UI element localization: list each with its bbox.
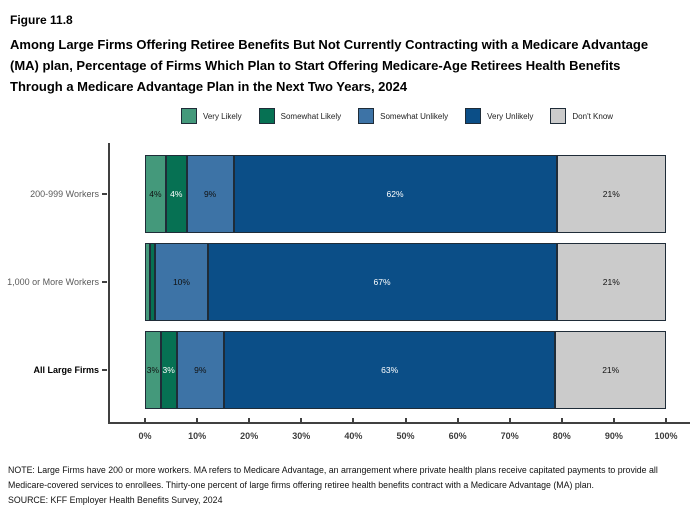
bar-segment-don-t-know: 21% xyxy=(556,243,666,321)
legend-swatch-somewhat-unlikely-icon xyxy=(358,108,375,124)
x-axis-tick-label: 30% xyxy=(292,431,311,441)
x-axis-tick-label: 60% xyxy=(448,431,467,441)
x-axis-tick xyxy=(456,418,459,423)
data-label: 62% xyxy=(386,189,404,199)
legend-item-somewhat-unlikely: Somewhat Unlikely xyxy=(358,108,448,124)
data-label: 10% xyxy=(172,277,190,287)
x-axis-tick xyxy=(665,418,667,423)
bar-segment-somewhat-likely xyxy=(150,243,156,321)
note-text: NOTE: Large Firms have 200 or more worke… xyxy=(8,465,658,490)
x-axis-tick-label: 80% xyxy=(552,431,571,441)
legend-label: Somewhat Likely xyxy=(280,111,342,121)
legend-swatch-very-unlikely-icon xyxy=(465,108,482,124)
x-axis-tick xyxy=(612,418,615,423)
bar-row-all-large-firms: 3% 3% 9% 63% 21% xyxy=(145,331,666,409)
bar-segment-don-t-know: 21% xyxy=(556,155,666,233)
legend-label: Don't Know xyxy=(572,111,614,121)
data-label: 4% xyxy=(170,189,183,199)
chart: 200-999 Workers 4% 4% 9% 62% 21% 1,000 or More… xyxy=(0,143,698,453)
bar-segment-very-unlikely: 63% xyxy=(223,331,556,409)
legend-swatch-somewhat-likely-icon xyxy=(258,108,275,124)
x-axis-tick xyxy=(196,418,199,423)
data-label: 3% xyxy=(146,365,160,375)
bar-row-200-999-workers: 4% 4% 9% 62% 21% xyxy=(145,155,666,233)
data-label: 9% xyxy=(194,365,207,375)
data-label: 67% xyxy=(373,277,391,287)
figure-number: Figure 11.8 xyxy=(10,13,73,27)
bar-segment-very-unlikely: 62% xyxy=(233,155,557,233)
x-axis-tick xyxy=(300,418,303,423)
notes: NOTE: Large Firms have 200 or more worke… xyxy=(8,463,694,508)
bar-segment-somewhat-unlikely: 10% xyxy=(155,243,208,321)
legend-label: Very Likely xyxy=(202,111,242,121)
bar-row-1-000-or-more-workers: 10% 67% 21% xyxy=(145,243,666,321)
x-axis-tick xyxy=(248,418,251,423)
x-axis-tick-label: 10% xyxy=(188,431,207,441)
category-label-1-000-or-more-workers: 1,000 or More Workers xyxy=(7,277,99,287)
data-label: 21% xyxy=(602,277,620,287)
data-label: 9% xyxy=(203,189,217,199)
bar-segment-don-t-know: 21% xyxy=(555,331,666,409)
legend: Very Likely Somewhat Likely Somewhat Unlik… xyxy=(0,106,698,126)
x-axis-tick xyxy=(404,418,407,423)
data-label: 21% xyxy=(602,365,620,375)
x-axis-tick-label: 70% xyxy=(500,431,519,441)
bar-segment-very-likely: 4% xyxy=(145,155,166,233)
x-axis-tick xyxy=(560,418,563,423)
source-text: SOURCE: KFF Employer Health Benefits Sur… xyxy=(8,495,223,505)
bar-segment-very-unlikely: 67% xyxy=(207,243,557,321)
x-axis-tick xyxy=(352,418,355,423)
data-label: 63% xyxy=(381,365,399,375)
data-label: 21% xyxy=(602,189,620,199)
x-axis-tick-label: 40% xyxy=(344,431,363,441)
x-axis-tick xyxy=(508,418,511,423)
data-label: 4% xyxy=(149,189,162,199)
bar-segment-somewhat-unlikely: 9% xyxy=(176,331,224,409)
legend-item-don-t-know: Don't Know xyxy=(550,108,613,124)
bar-segment-very-likely: 3% xyxy=(145,331,161,409)
x-axis-tick xyxy=(144,418,146,423)
data-label: 3% xyxy=(162,365,175,375)
bar-segment-somewhat-likely: 3% xyxy=(160,331,177,409)
legend-item-very-likely: Very Likely xyxy=(180,108,242,124)
legend-label: Very Unlikely xyxy=(487,111,534,121)
legend-label: Somewhat Unlikely xyxy=(380,111,449,121)
plot-panel xyxy=(108,143,690,424)
y-axis-tick xyxy=(102,193,107,195)
category-label-200-999-workers: 200-999 Workers xyxy=(30,189,99,199)
x-axis-tick-label: 90% xyxy=(604,431,623,441)
legend-item-very-unlikely: Very Unlikely xyxy=(465,108,533,124)
category-label-all-large-firms: All Large Firms xyxy=(33,365,99,375)
y-axis-tick xyxy=(102,369,107,371)
x-axis-tick-label: 50% xyxy=(396,431,415,441)
x-axis-tick-label: 100% xyxy=(654,431,678,441)
bar-segment-somewhat-likely: 4% xyxy=(165,155,187,233)
legend-swatch-don-t-know-icon xyxy=(550,108,567,124)
x-axis-tick-label: 0% xyxy=(138,431,152,441)
x-axis-tick-label: 20% xyxy=(240,431,259,441)
figure-title: Among Large Firms Offering Retiree Benef… xyxy=(10,37,649,94)
bar-segment-somewhat-unlikely: 9% xyxy=(186,155,234,233)
legend-item-somewhat-likely: Somewhat Likely xyxy=(258,108,342,124)
y-axis-tick xyxy=(102,281,107,283)
bar-segment-very-likely xyxy=(145,243,151,321)
legend-swatch-very-likely-icon xyxy=(180,108,197,124)
